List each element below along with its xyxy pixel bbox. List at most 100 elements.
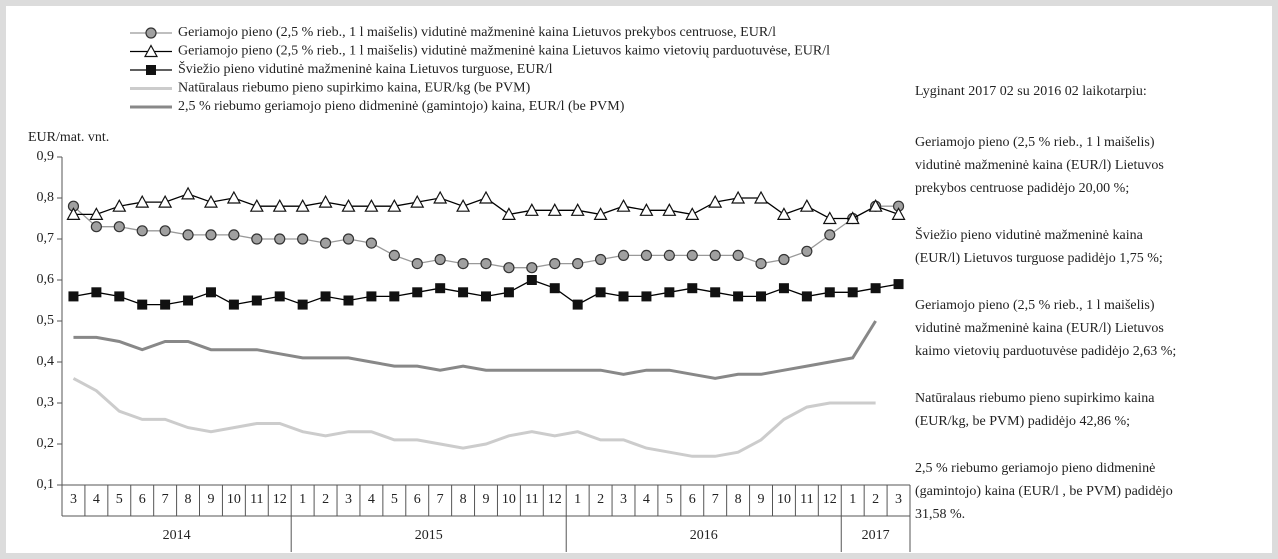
x-tick-label: 1 [849, 492, 856, 507]
point [641, 291, 652, 302]
x-tick-label: 12 [273, 492, 287, 507]
point [822, 211, 837, 225]
side-text: vidutinė mažmeninė kaina (EUR/l) Lietuvo… [915, 158, 1164, 173]
point [387, 198, 402, 212]
point [824, 287, 835, 298]
side-text: kaimo vietovių parduotuvėse padidėjo 2,6… [915, 344, 1176, 359]
point [824, 229, 836, 241]
point [687, 283, 698, 294]
point [114, 291, 125, 302]
x-tick-label: 9 [758, 492, 765, 507]
point [159, 225, 171, 237]
side-text: Šviežio pieno vidutinė mažmeninė kaina [915, 226, 1144, 243]
side-text: 2,5 % riebumo geriamojo pieno didmeninė [915, 461, 1155, 476]
point [182, 229, 194, 241]
point [526, 262, 538, 274]
point [458, 287, 469, 298]
point [778, 283, 789, 294]
point [228, 299, 239, 310]
point [226, 190, 241, 204]
point [503, 287, 514, 298]
point [89, 207, 104, 220]
point [297, 299, 308, 310]
x-tick-label: 9 [207, 492, 214, 507]
side-text: vidutinė mažmeninė kaina (EUR/l) Lietuvo… [915, 321, 1164, 336]
x-group-label: 2015 [415, 528, 443, 543]
point [343, 295, 354, 306]
chart: EUR/mat. vnt. Lyginant 2017 02 su 2016 0… [28, 25, 1176, 552]
legend-marker [143, 44, 159, 58]
y-tick-label: 0,7 [37, 231, 55, 246]
point [366, 291, 377, 302]
point [570, 203, 585, 216]
point [868, 198, 883, 212]
y-tick-label: 0,6 [37, 272, 55, 287]
point [228, 229, 240, 241]
point [572, 299, 583, 310]
legend-label: 2,5 % riebumo geriamojo pieno didmeninė … [178, 99, 625, 114]
x-tick-label: 12 [823, 492, 837, 507]
point [295, 198, 310, 212]
point [456, 198, 471, 212]
point [341, 198, 356, 212]
point [160, 299, 171, 310]
x-tick-label: 2 [872, 492, 879, 507]
x-tick-label: 7 [712, 492, 719, 507]
x-tick-label: 2 [597, 492, 604, 507]
point [90, 221, 102, 233]
point [481, 291, 491, 302]
y-axis-label: EUR/mat. vnt. [28, 130, 109, 145]
point [297, 233, 309, 245]
x-group-label: 2014 [163, 528, 191, 543]
y-tick-label: 0,8 [37, 190, 55, 205]
point [412, 287, 423, 298]
y-tick-label: 0,1 [37, 477, 55, 492]
point [731, 190, 746, 204]
point [365, 237, 378, 249]
point [893, 279, 904, 290]
side-text: (EUR/kg, be PVM) padidėjo 42,86 %; [915, 414, 1130, 429]
point [756, 291, 767, 302]
point [870, 283, 881, 294]
x-tick-label: 8 [735, 492, 742, 507]
point [617, 249, 630, 261]
side-text: Geriamojo pieno (2,5 % rieb., 1 l maišel… [915, 298, 1155, 313]
point [435, 283, 446, 294]
x-tick-label: 9 [483, 492, 490, 507]
point [457, 258, 469, 270]
x-tick-label: 7 [162, 492, 169, 507]
point [66, 207, 81, 220]
point [708, 194, 723, 208]
point [754, 190, 769, 204]
x-tick-label: 4 [368, 492, 375, 507]
point [501, 207, 516, 220]
point [158, 194, 173, 208]
point [411, 258, 423, 270]
legend-label: Geriamojo pieno (2,5 % rieb., 1 l maišel… [178, 25, 776, 40]
point [319, 237, 332, 249]
x-tick-label: 5 [391, 492, 398, 507]
point [364, 198, 379, 212]
x-tick-label: 3 [70, 492, 77, 507]
x-tick-label: 3 [620, 492, 627, 507]
point [524, 203, 539, 216]
point [320, 291, 331, 302]
point [251, 233, 263, 245]
point [547, 203, 562, 216]
point [709, 249, 721, 261]
point [410, 194, 425, 208]
point [799, 198, 814, 212]
point [136, 225, 148, 237]
x-tick-label: 10 [777, 492, 791, 507]
point [113, 221, 125, 233]
side-text: Geriamojo pieno (2,5 % rieb., 1 l maišel… [915, 135, 1155, 150]
point [203, 194, 218, 208]
x-tick-label: 11 [800, 492, 813, 507]
point [272, 198, 287, 212]
point [595, 287, 606, 298]
point [778, 253, 790, 266]
point [616, 198, 631, 212]
x-tick-label: 6 [414, 492, 421, 507]
point [274, 233, 286, 245]
